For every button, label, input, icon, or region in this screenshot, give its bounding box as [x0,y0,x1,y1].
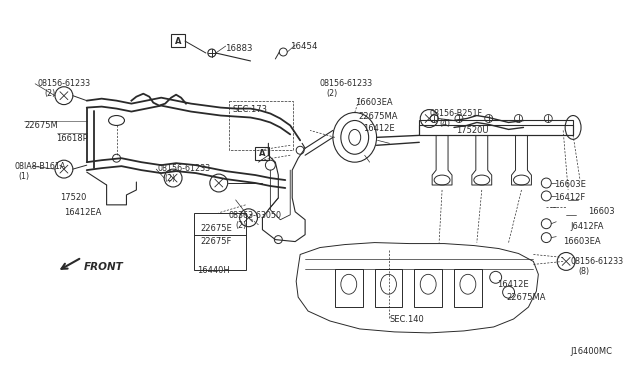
Text: J16400MC: J16400MC [570,347,612,356]
Text: 16618P: 16618P [56,134,88,143]
Bar [171,34,185,47]
Bar [255,147,269,160]
Bar [414,269,442,307]
Text: 16412E: 16412E [497,280,528,289]
Text: 16603: 16603 [588,207,614,216]
Text: 16603EA: 16603EA [563,237,601,246]
Text: A: A [259,149,266,158]
Text: 08363-63050: 08363-63050 [228,211,282,220]
Text: 22675MA: 22675MA [507,293,546,302]
Text: 08156-61233: 08156-61233 [37,79,90,88]
Text: 08IA8-B161A: 08IA8-B161A [14,162,66,171]
Text: 16412E: 16412E [363,125,394,134]
Text: 08156-61233: 08156-61233 [319,79,372,88]
Text: SEC.140: SEC.140 [390,315,424,324]
Bar [228,101,293,150]
Text: 16603EA: 16603EA [355,98,392,107]
Bar [374,269,403,307]
Text: (1): (1) [19,172,29,181]
Text: 16412F: 16412F [554,193,586,202]
Text: 08156-B251F: 08156-B251F [429,109,482,118]
Text: 22675MA: 22675MA [358,112,398,121]
Text: 16440H: 16440H [197,266,230,275]
Text: (2): (2) [326,89,337,98]
Bar [419,125,573,135]
Text: 16883: 16883 [225,44,252,53]
Text: 08156-61233: 08156-61233 [570,257,623,266]
Text: (4): (4) [439,119,450,128]
Text: 22675E: 22675E [200,224,232,233]
Text: 17520: 17520 [60,193,86,202]
Bar [454,269,482,307]
Text: (2): (2) [236,221,247,230]
Text: 17520U: 17520U [456,126,488,135]
Bar [194,213,246,270]
Text: 16603E: 16603E [554,180,586,189]
Text: 22675F: 22675F [200,237,231,246]
Text: (2): (2) [44,89,55,98]
Text: 16412EA: 16412EA [64,208,101,217]
Text: 08156-61233: 08156-61233 [157,164,211,173]
Polygon shape [296,243,538,333]
Text: SEC.173: SEC.173 [233,105,268,113]
Text: (8): (8) [578,267,589,276]
Text: 16454: 16454 [290,42,317,51]
Bar [419,121,573,135]
Text: 22675M: 22675M [24,122,58,131]
Text: (2): (2) [164,174,175,183]
Text: FRONT: FRONT [84,262,124,272]
Text: J6412FA: J6412FA [570,222,604,231]
Bar [335,269,363,307]
Text: A: A [175,36,181,46]
